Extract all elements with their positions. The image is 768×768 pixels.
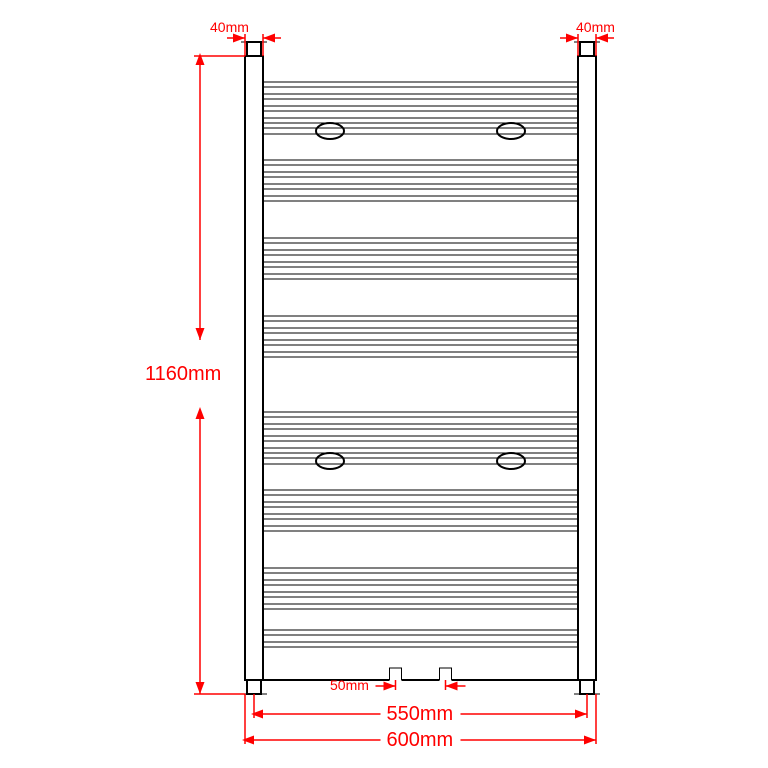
dim-valve-spacing-label: 50mm [330,677,369,693]
dimension-annotations: 1160mm 40mm 40mm 50mm 550mm 600mm [145,19,615,751]
dim-top-right-label: 40mm [576,19,615,35]
dim-top-left-label: 40mm [210,19,249,35]
dim-width-600-label: 600mm [387,729,454,751]
technical-drawing: 1160mm 40mm 40mm 50mm 550mm 600mm [0,0,768,768]
radiator-product [241,42,600,694]
dim-width-550-label: 550mm [387,703,454,725]
dim-height-label: 1160mm [145,363,221,385]
